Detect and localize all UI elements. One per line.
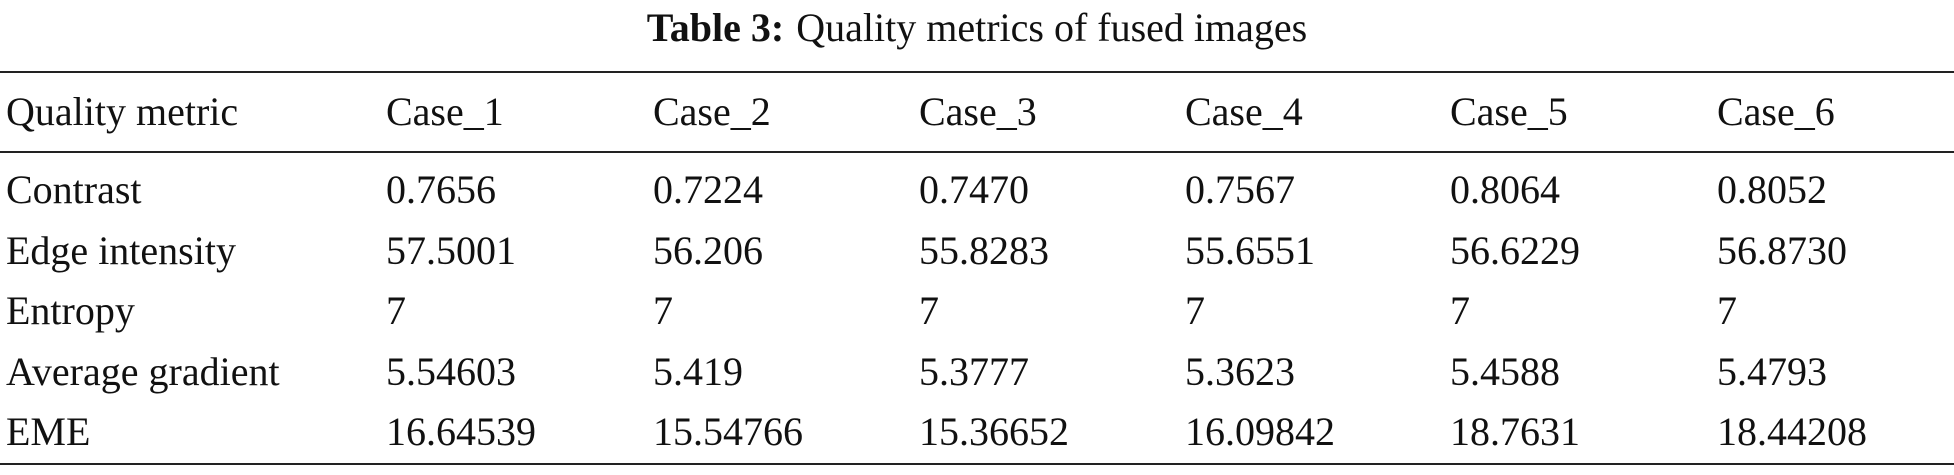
data-cell: 7 [1717,288,1737,333]
data-cell: 5.4588 [1450,348,1560,394]
data-cell: 0.7656 [386,167,496,212]
header-cell: Quality metric [6,89,239,134]
header-cell: Case_4 [1185,89,1303,134]
row-label: EME [6,409,91,454]
row-label: Average gradient [6,348,280,394]
table-caption: Table 3: Quality metrics of fused images [0,4,1954,52]
caption-text: Quality metrics of fused images [796,5,1308,50]
data-cell: 0.7470 [919,167,1029,212]
header-cell: Case_6 [1717,89,1835,134]
header-cell: Case_5 [1450,89,1568,134]
row-label: Contrast [6,167,142,212]
data-cell: 0.7567 [1185,167,1295,212]
data-cell: 56.8730 [1717,227,1847,273]
row-label: Edge intensity [6,227,236,273]
data-cell: 0.8052 [1717,167,1827,212]
data-cell: 7 [653,288,673,333]
header-cell: Case_1 [386,89,504,134]
data-cell: 15.54766 [653,409,803,454]
data-cell: 57.5001 [386,227,516,273]
row-label: Entropy [6,288,135,333]
data-cell: 7 [386,288,406,333]
header-cell: Case_3 [919,89,1037,134]
header-cell: Case_2 [653,89,771,134]
data-cell: 16.64539 [386,409,536,454]
data-cell: 56.206 [653,227,763,273]
caption-label: Table 3: [646,5,785,50]
data-cell: 18.44208 [1717,409,1867,454]
data-cell: 7 [919,288,939,333]
bottom-rule [0,463,1954,465]
data-cell: 5.54603 [386,348,516,394]
data-cell: 7 [1185,288,1205,333]
data-cell: 18.7631 [1450,409,1580,454]
data-cell: 5.3777 [919,348,1029,394]
data-cell: 5.4793 [1717,348,1827,394]
data-cell: 0.8064 [1450,167,1560,212]
header-rule [0,151,1954,153]
data-cell: 55.8283 [919,227,1049,273]
data-cell: 0.7224 [653,167,763,212]
data-cell: 5.3623 [1185,348,1295,394]
data-cell: 56.6229 [1450,227,1580,273]
data-cell: 15.36652 [919,409,1069,454]
data-cell: 55.6551 [1185,227,1315,273]
data-cell: 7 [1450,288,1470,333]
data-cell: 5.419 [653,348,743,394]
top-rule [0,71,1954,73]
data-cell: 16.09842 [1185,409,1335,454]
